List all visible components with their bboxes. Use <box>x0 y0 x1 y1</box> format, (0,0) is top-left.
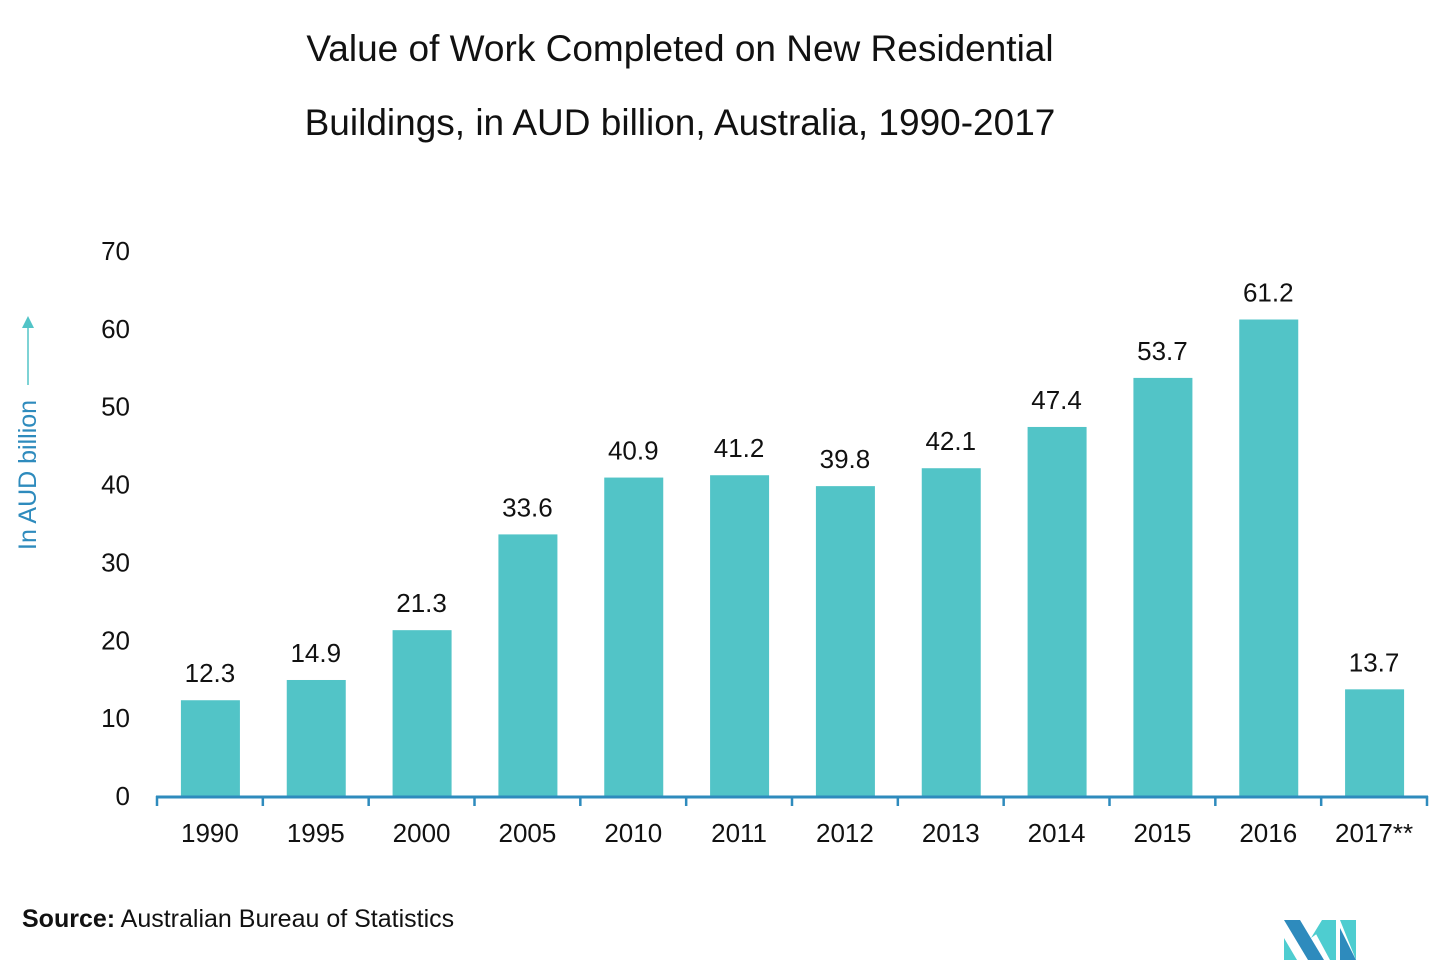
data-label: 21.3 <box>396 588 447 618</box>
data-label: 42.1 <box>925 426 976 456</box>
x-tick-label: 2011 <box>711 818 767 848</box>
brand-logo <box>1284 920 1356 960</box>
y-tick-label: 20 <box>101 625 130 655</box>
y-axis-label: In AUD billion <box>14 399 42 550</box>
bar <box>498 534 558 796</box>
y-tick-label: 70 <box>101 236 130 266</box>
y-tick-label: 40 <box>101 470 130 500</box>
source-note: Source: Australian Bureau of Statistics <box>22 905 454 934</box>
y-tick-label: 30 <box>101 547 130 577</box>
bar <box>180 700 240 796</box>
chart-title-line-2: Buildings, in AUD billion, Australia, 19… <box>304 102 1056 143</box>
y-tick-label: 50 <box>101 392 130 422</box>
data-label: 41.2 <box>714 433 765 463</box>
data-label: 47.4 <box>1031 385 1082 415</box>
x-tick-label: 1990 <box>181 818 239 848</box>
x-tick-label: 2016 <box>1239 818 1297 848</box>
data-label: 12.3 <box>185 658 236 688</box>
bar <box>815 486 875 796</box>
data-label: 61.2 <box>1243 278 1294 308</box>
chart-title-line-1: Value of Work Completed on New Residenti… <box>306 28 1054 69</box>
y-tick-label: 0 <box>116 781 130 811</box>
bar <box>1133 377 1193 796</box>
x-tick-label: 2014 <box>1028 818 1086 848</box>
data-label: 53.7 <box>1137 336 1188 366</box>
y-tick-label: 60 <box>101 314 130 344</box>
source-label: Source: <box>22 905 116 933</box>
x-tick-label: 2012 <box>816 818 874 848</box>
x-tick-label: 2005 <box>498 818 556 848</box>
bar <box>921 468 981 796</box>
bar <box>286 679 346 796</box>
bar <box>710 475 770 796</box>
x-tick-label: 2015 <box>1133 818 1191 848</box>
x-tick-label: 2010 <box>604 818 662 848</box>
source-text: Australian Bureau of Statistics <box>115 905 455 933</box>
bar <box>1239 319 1299 796</box>
bar <box>604 477 664 796</box>
data-label: 14.9 <box>290 638 341 668</box>
bar <box>392 630 452 796</box>
bar <box>1345 689 1405 796</box>
y-tick-label: 10 <box>101 703 130 733</box>
x-tick-label: 2000 <box>393 818 451 848</box>
arrow-up-icon <box>22 316 34 328</box>
data-label: 40.9 <box>608 436 659 466</box>
bar <box>1027 426 1087 796</box>
x-tick-label: 1995 <box>287 818 345 848</box>
x-tick-label: 2017** <box>1335 818 1413 848</box>
data-label: 13.7 <box>1349 647 1400 677</box>
data-label: 33.6 <box>502 492 553 522</box>
x-tick-label: 2013 <box>922 818 980 848</box>
data-label: 39.8 <box>820 444 871 474</box>
